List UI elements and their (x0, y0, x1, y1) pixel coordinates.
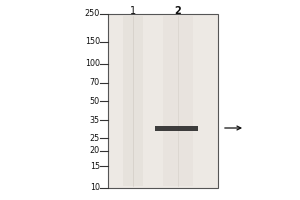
Text: 100: 100 (85, 59, 100, 68)
Bar (108, 14, 218, 188)
Bar (123, 16, 143, 186)
Text: 70: 70 (90, 78, 100, 87)
Text: 1: 1 (130, 6, 136, 16)
Bar (155, 126, 198, 130)
Text: 150: 150 (85, 37, 100, 46)
Text: 25: 25 (90, 134, 100, 143)
Bar (163, 16, 193, 186)
Text: 20: 20 (90, 146, 100, 155)
Text: 250: 250 (85, 9, 100, 19)
Text: 15: 15 (90, 162, 100, 171)
Text: 50: 50 (90, 97, 100, 106)
Text: 35: 35 (90, 116, 100, 125)
Text: 10: 10 (90, 184, 100, 192)
Text: 2: 2 (175, 6, 182, 16)
